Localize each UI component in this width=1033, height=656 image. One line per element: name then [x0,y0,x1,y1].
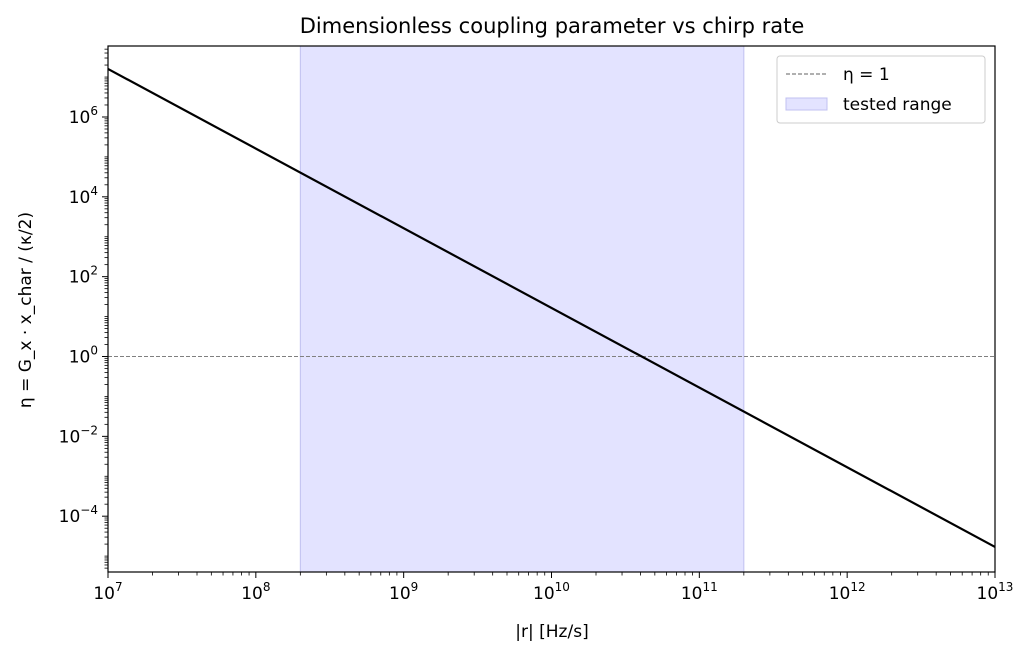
legend-label-eta: η = 1 [843,65,890,85]
legend-swatch-patch [785,97,828,111]
x-tick-label: 107 [93,580,122,604]
series-line-0 [107,67,996,548]
legend: η = 1 tested range [776,55,986,124]
x-tick-label: 1013 [977,580,1014,604]
chart-title: Dimensionless coupling parameter vs chir… [300,14,805,38]
x-tick-label: 108 [241,580,270,604]
x-axis-ticks: 107 108 109 1010 1011 1012 1013 [93,572,1013,604]
x-tick-label: 1012 [829,580,866,604]
y-axis-label: η = G_x · x_char / (κ/2) [16,212,36,408]
y-tick-label: 104 [69,184,98,208]
x-tick-label: 1010 [533,580,570,604]
y-tick-label: 10−2 [59,423,98,447]
y-tick-label: 10−4 [59,503,98,527]
x-tick-label: 1011 [681,580,718,604]
shaded-region-layer [299,45,745,573]
legend-box [776,55,986,124]
plot-area [107,45,996,573]
shaded-region [299,45,745,573]
y-tick-label: 102 [69,264,98,288]
legend-label-range: tested range [843,95,952,115]
x-axis-label: |r| [Hz/s] [515,622,588,642]
y-axis-ticks: 10−4 10−2 100 102 104 106 [59,48,108,569]
x-tick-label: 109 [389,580,418,604]
y-tick-label: 100 [69,344,98,368]
y-tick-label: 106 [69,104,98,128]
series-layer [107,67,996,548]
